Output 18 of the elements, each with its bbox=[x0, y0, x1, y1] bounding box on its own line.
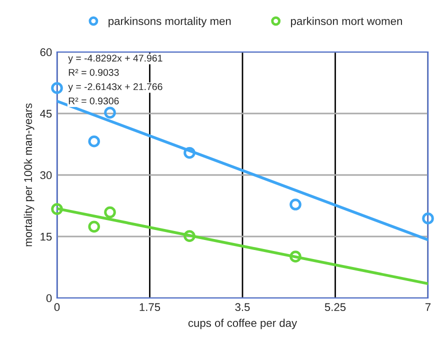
y-tick-label: 15 bbox=[40, 232, 52, 241]
x-tick-label: 7 bbox=[425, 303, 431, 311]
x-axis-title: cups of coffee per day bbox=[188, 318, 298, 330]
y-axis-title: mortality per 100k man-years bbox=[24, 103, 34, 246]
x-tick-label: 5.25 bbox=[324, 303, 346, 312]
legend-label: parkinsons mortality men bbox=[108, 16, 231, 28]
annotation: y = -4.8292x + 47.961 bbox=[68, 54, 162, 64]
y-tick-label: 60 bbox=[40, 48, 52, 56]
x-tick-label: 3.5 bbox=[235, 303, 250, 312]
y-tick-label: 30 bbox=[40, 171, 52, 180]
y-tick-label: 0 bbox=[46, 294, 52, 302]
annotation: y = -2.6143x + 21.766 bbox=[68, 83, 162, 92]
annotation: R² = 0.9033 bbox=[68, 68, 119, 76]
x-tick-label: 1.75 bbox=[140, 303, 160, 312]
annotation: R² = 0.9306 bbox=[68, 98, 119, 104]
y-tick-label: 45 bbox=[40, 110, 52, 118]
x-tick-label: 0 bbox=[54, 303, 60, 312]
legend-label: parkinson mort women bbox=[290, 16, 402, 28]
